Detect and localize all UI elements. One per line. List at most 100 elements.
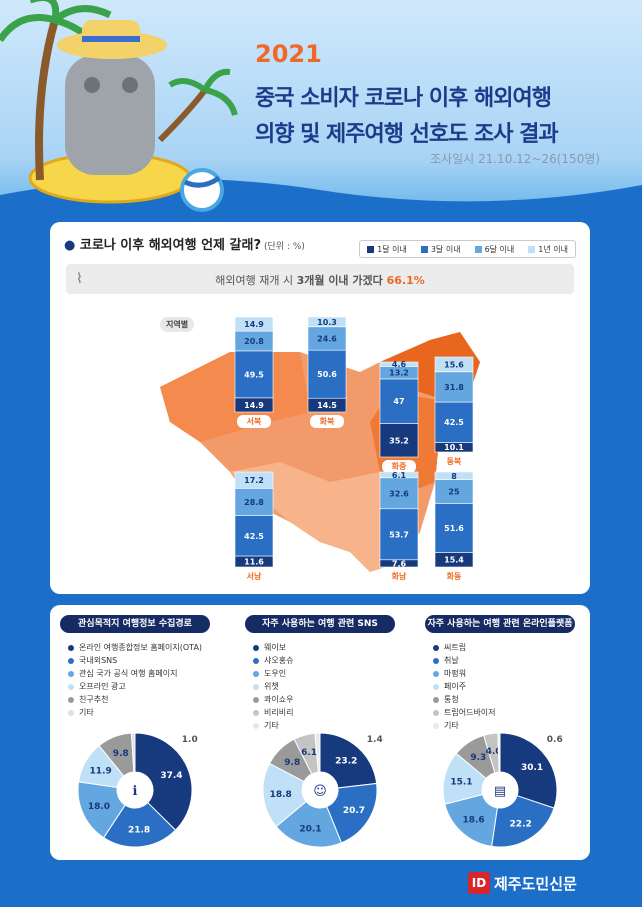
pie-legend-label: 위챗 [264, 682, 279, 691]
unit-label: (단위 : %) [264, 242, 305, 252]
banner-percent: 66.1% [386, 274, 425, 287]
pie-legend-label: 온라인 여행종합정보 홈페이지(OTA) [79, 643, 203, 652]
pie-value-label: 9.3 [470, 753, 486, 763]
bar-value-label: 15.4 [444, 556, 464, 565]
pie-legend-label: 페이주 [444, 682, 467, 691]
bar-value-label: 32.6 [389, 489, 409, 498]
legend-dot [253, 722, 259, 729]
legend-item: 6달 이내 [468, 244, 522, 255]
pie-value-label: 4.0 [486, 747, 502, 757]
pie-column-sns: 자주 사용하는 여행 관련 SNS 웨이보 샤오홍슈 도우인 위챗 콰이쇼우 비리비리 기타… [235, 605, 405, 860]
pie-value-label: 21.8 [128, 825, 150, 835]
legend-item: 1달 이내 [360, 244, 414, 255]
pie-legend-label: 기타 [79, 708, 94, 717]
pie-legend-item: 국내외SNS [68, 654, 202, 667]
legend-dot [433, 722, 439, 729]
title-line-1: 중국 소비자 코로나 이후 해외여행 [255, 86, 552, 111]
pie-legend-item: 트립어드바이저 [433, 706, 496, 719]
bar-segment [379, 508, 419, 561]
pie-legend-label: 기타 [264, 721, 279, 730]
pie-value-label: 22.2 [510, 820, 532, 830]
legend-dot [253, 683, 259, 690]
region-tag: 지역별 [160, 317, 195, 332]
pie-legend-label: 웨이보 [264, 643, 287, 652]
travel-timing-panel: ● 코로나 이후 해외여행 언제 갈래? (단위 : %) 1달 이내 3달 이내… [50, 222, 590, 594]
pie-legend-item: 친구추천 [68, 693, 202, 706]
bar-value-label: 25 [448, 487, 460, 496]
pie-chart-platforms: 30.1 22.2 18.6 15.1 9.34.0 0.6 ▤ [442, 732, 563, 848]
pie-slice [77, 781, 126, 839]
pie-legend-item: 샤오홍슈 [253, 654, 293, 667]
pie-legend-label: 마펑워 [444, 669, 467, 678]
pie-legend-item: 페이주 [433, 680, 496, 693]
pie-value-label: 0.6 [547, 735, 563, 745]
pie-legend-item: 위챗 [253, 680, 293, 693]
bar-segment [379, 361, 419, 367]
pie-legend-label: 친구추천 [79, 695, 109, 704]
pie-center [304, 774, 336, 806]
bar-segment [434, 356, 474, 373]
pie-value-label: 20.7 [343, 806, 365, 816]
pie-value-label: 11.9 [90, 766, 112, 776]
bar-value-label: 10.1 [444, 443, 464, 452]
bar-value-label: 14.5 [317, 401, 337, 410]
bar-value-label: 17.2 [244, 476, 264, 485]
bar-segment [379, 471, 419, 479]
pie-legend-item: 통청 [433, 693, 496, 706]
pie-legend-label: 오프라인 광고 [79, 682, 126, 691]
pie-slice [326, 782, 378, 844]
title-line-2: 의향 및 제주여행 선호도 조사 결과 [255, 122, 559, 147]
region-label: 화동 [447, 571, 462, 581]
pie-center [119, 774, 151, 806]
pie-legend-item: 온라인 여행종합정보 홈페이지(OTA) [68, 641, 202, 654]
legend-dot [433, 644, 439, 651]
pie-legend-item: 기타 [433, 719, 496, 732]
region-label-pill [310, 415, 344, 428]
legend-swatch [474, 245, 482, 253]
bar-segment [234, 316, 274, 332]
pie-column-sources: 관심목적지 여행정보 수집경로 온라인 여행종합정보 홈페이지(OTA) 국내외S… [50, 605, 220, 860]
bar-value-label: 15.6 [444, 360, 464, 369]
pie-value-label: 37.4 [160, 771, 182, 781]
bar-segment [307, 349, 347, 399]
pie-slice [102, 801, 177, 848]
region-label: 동북 [447, 456, 462, 466]
bar-value-label: 42.5 [244, 532, 264, 541]
pie-value-label: 9.8 [113, 749, 129, 759]
pie-legend-label: 콰이쇼우 [264, 695, 294, 704]
region-label: 서북 [247, 416, 262, 426]
pie-value-label: 23.2 [335, 757, 357, 767]
pie-legend-label: 샤오홍슈 [264, 656, 294, 665]
survey-date: 조사일시 21.10.12~26(150명) [430, 152, 601, 166]
pie-chart-sources: 37.4 21.8 18.0 11.99.8 1.0 ℹ [77, 732, 198, 848]
pie-legend-item: 관심 국가 공식 여행 홈페이지 [68, 667, 202, 680]
pie-legend-item: 마펑워 [433, 667, 496, 680]
pie-value-label: 9.8 [284, 758, 300, 768]
legend-label: 3달 이내 [430, 244, 461, 254]
pie-title: 자주 사용하는 여행 관련 온라인플랫폼 [425, 615, 575, 633]
palm-tree-illustration [0, 0, 238, 212]
bar-value-label: 42.5 [444, 418, 464, 427]
pie-value-label: 1.0 [182, 735, 198, 745]
legend-dot [433, 683, 439, 690]
region-label-pill [237, 415, 271, 428]
legend-dot [433, 657, 439, 664]
pie-slice [130, 732, 136, 773]
legend-dot [433, 709, 439, 716]
pie-legend-item: 웨이보 [253, 641, 293, 654]
pie-legend-label: 통청 [444, 695, 459, 704]
pie-legend-item: 콰이쇼우 [253, 693, 293, 706]
pie-value-label: 15.1 [450, 777, 472, 787]
pie-legend-label: 트립어드바이저 [444, 708, 496, 717]
logo-mark: ID [468, 872, 490, 894]
pie-slice [491, 795, 555, 848]
pie-center [484, 774, 516, 806]
legend-dot [433, 670, 439, 677]
question-title: ● 코로나 이후 해외여행 언제 갈래? (단위 : %) [64, 234, 305, 253]
bar-value-label: 28.8 [244, 498, 264, 507]
region-label: 화중 [392, 461, 407, 471]
people-icon: ☺ [313, 784, 327, 799]
publisher-name: 제주도민신문 [494, 874, 577, 893]
bar-value-label: 4.6 [392, 360, 407, 369]
pie-value-label: 30.1 [521, 763, 543, 773]
